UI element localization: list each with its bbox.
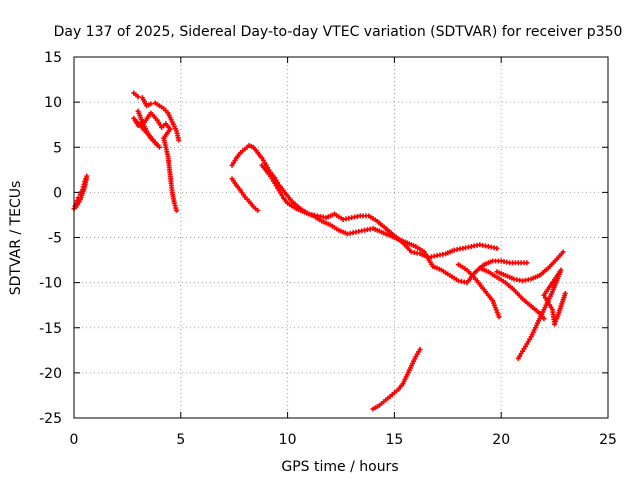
data-point <box>496 314 502 320</box>
data-point <box>174 207 180 213</box>
x-tick-label: 20 <box>492 432 510 448</box>
x-tick-label: 5 <box>176 432 185 448</box>
x-tick-label: 0 <box>70 432 79 448</box>
data-point <box>148 101 154 107</box>
x-tick-label: 10 <box>279 432 297 448</box>
data-point <box>560 249 566 255</box>
data-points <box>71 90 568 412</box>
data-point <box>135 94 141 100</box>
data-point <box>417 346 423 352</box>
grid-lines <box>74 57 608 418</box>
plot-frame <box>73 56 609 419</box>
axis-ticks: 0 5 10 15 20 25 15 10 5 0 -5 -10 -15 -20 -25 <box>39 50 617 448</box>
y-axis-label: SDTVAR / TECUs <box>8 181 24 296</box>
x-tick-label: 25 <box>599 432 617 448</box>
y-tick-label: -5 <box>48 231 62 247</box>
y-tick-label: 10 <box>44 95 62 111</box>
y-tick-label: -25 <box>39 411 62 427</box>
data-point <box>553 318 559 324</box>
y-tick-label: -20 <box>39 366 62 382</box>
data-point <box>524 260 530 266</box>
y-tick-label: -10 <box>39 276 62 292</box>
data-point <box>541 316 547 322</box>
data-point <box>176 137 182 143</box>
data-point <box>562 290 568 296</box>
chart-title: Day 137 of 2025, Sidereal Day-to-day VTE… <box>54 24 623 40</box>
x-tick-label: 15 <box>385 432 403 448</box>
y-tick-label: 0 <box>53 185 62 201</box>
y-tick-label: 15 <box>44 50 62 66</box>
data-point <box>255 207 261 213</box>
data-point <box>494 245 500 251</box>
data-point <box>552 321 558 327</box>
y-tick-label: -15 <box>39 321 62 337</box>
y-tick-label: 5 <box>53 140 62 156</box>
x-axis-label: GPS time / hours <box>281 459 398 475</box>
